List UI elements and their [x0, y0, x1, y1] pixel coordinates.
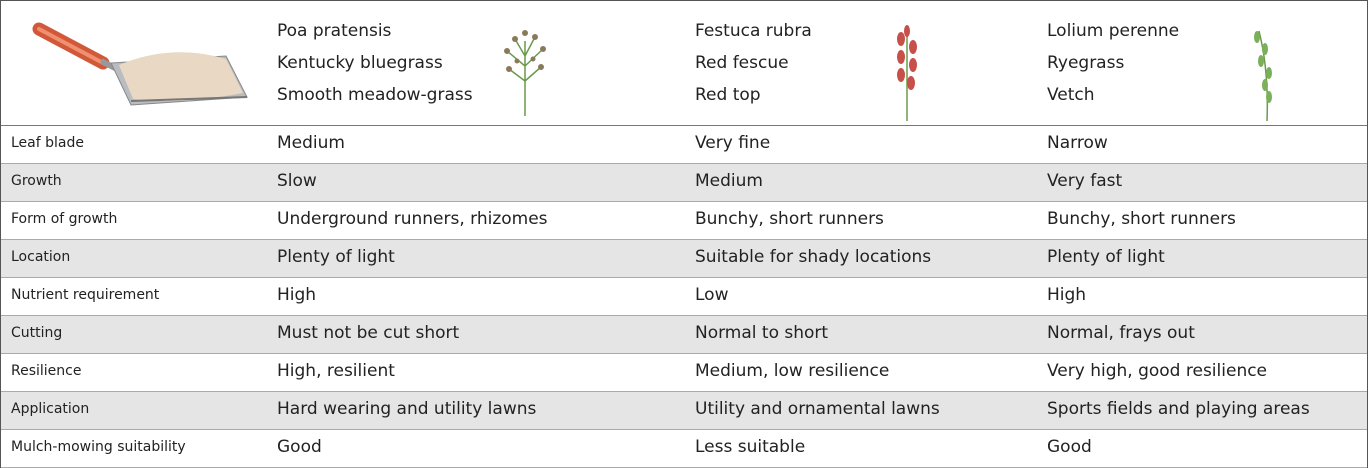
cell: Sports fields and playing areas [1047, 392, 1310, 429]
cell: Normal to short [695, 316, 828, 353]
cell: Very fine [695, 126, 770, 163]
table-row: Mulch-mowing suitability Good Less suitabl… [1, 430, 1367, 468]
cell: Medium, low resilience [695, 354, 889, 391]
table-row: Leaf blade Medium Very fine Narrow [1, 126, 1367, 164]
cell: Bunchy, short runners [1047, 202, 1236, 239]
cell: Suitable for shady locations [695, 240, 931, 277]
cell: Bunchy, short runners [695, 202, 884, 239]
cell: Slow [277, 164, 317, 201]
cell: Normal, frays out [1047, 316, 1195, 353]
species-line: Ryegrass [1047, 47, 1179, 79]
table-row: Resilience High, resilient Medium, low res… [1, 354, 1367, 392]
cell: Less suitable [695, 430, 805, 467]
cell: Underground runners, rhizomes [277, 202, 548, 239]
cell: Plenty of light [277, 240, 395, 277]
cell: Narrow [1047, 126, 1108, 163]
table-row: Growth Slow Medium Very fast [1, 164, 1367, 202]
table-row: Application Hard wearing and utility lawn… [1, 392, 1367, 430]
grass-illustration [495, 21, 555, 116]
species-line: Lolium perenne [1047, 15, 1179, 47]
cell: High, resilient [277, 354, 395, 391]
trowel-illustration [11, 1, 271, 125]
species-line: Festuca rubra [695, 15, 812, 47]
row-label: Mulch-mowing suitability [11, 430, 186, 467]
row-label: Application [11, 392, 89, 429]
table-row: Form of growth Underground runners, rhizo… [1, 202, 1367, 240]
grass-illustration [1247, 21, 1287, 121]
species-line: Red fescue [695, 47, 812, 79]
row-label: Cutting [11, 316, 62, 353]
species-line: Kentucky bluegrass [277, 47, 473, 79]
species-line: Poa pratensis [277, 15, 473, 47]
cell: Plenty of light [1047, 240, 1165, 277]
table-page: Poa pratensisKentucky bluegrassSmooth me… [0, 0, 1368, 468]
species-line: Red top [695, 79, 812, 111]
cell: Low [695, 278, 728, 315]
row-label: Nutrient requirement [11, 278, 159, 315]
row-label: Leaf blade [11, 126, 84, 163]
cell: Good [277, 430, 322, 467]
cell: Very fast [1047, 164, 1122, 201]
cell: High [277, 278, 316, 315]
species-line: Smooth meadow-grass [277, 79, 473, 111]
cell: Utility and ornamental lawns [695, 392, 940, 429]
row-label: Location [11, 240, 70, 277]
row-label: Form of growth [11, 202, 117, 239]
row-label: Growth [11, 164, 62, 201]
table-row: Location Plenty of light Suitable for shad… [1, 240, 1367, 278]
cell: High [1047, 278, 1086, 315]
cell: Medium [277, 126, 345, 163]
row-label: Resilience [11, 354, 81, 391]
cell: Good [1047, 430, 1092, 467]
table-row: Nutrient requirement High Low High [1, 278, 1367, 316]
cell: Must not be cut short [277, 316, 459, 353]
table-row: Cutting Must not be cut short Normal to sh… [1, 316, 1367, 354]
species-line: Vetch [1047, 79, 1179, 111]
cell: Very high, good resilience [1047, 354, 1267, 391]
cell: Medium [695, 164, 763, 201]
grass-illustration [887, 21, 927, 121]
cell: Hard wearing and utility lawns [277, 392, 536, 429]
